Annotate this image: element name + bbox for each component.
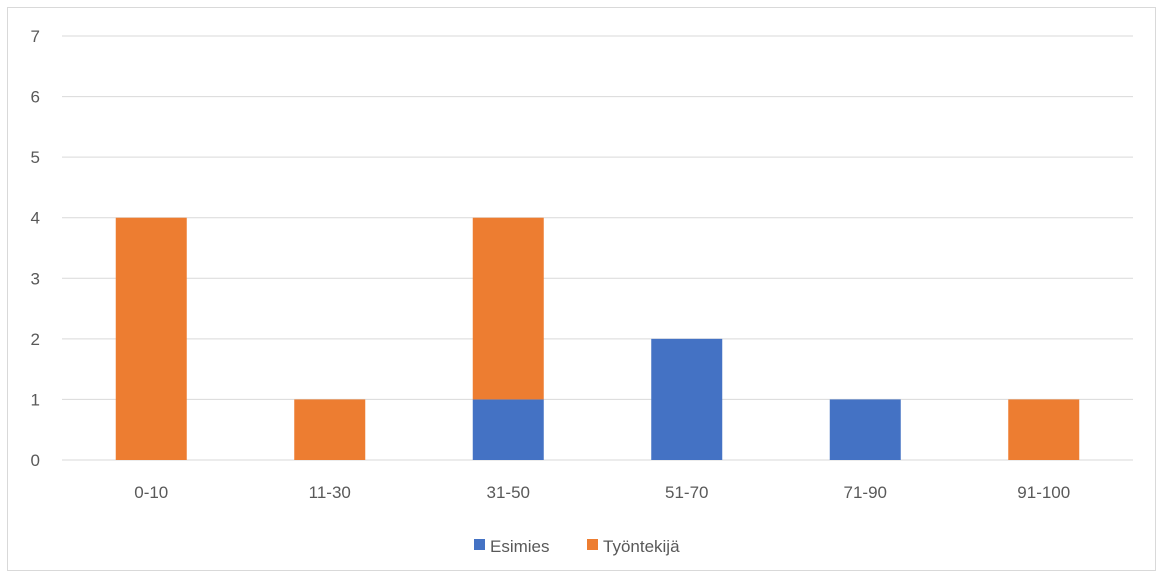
legend-label: Esimies (490, 537, 550, 556)
x-tick-label: 71-90 (844, 483, 887, 502)
y-tick-label: 3 (31, 269, 40, 288)
bar-työntekijä-31-50 (472, 217, 544, 400)
x-tick-label: 91-100 (1017, 483, 1070, 502)
legend-label: Työntekijä (603, 537, 680, 556)
x-tick-label: 0-10 (134, 483, 168, 502)
bar-työntekijä-0-10 (115, 217, 187, 460)
y-tick-label: 5 (31, 148, 40, 167)
x-tick-label: 11-30 (309, 483, 351, 502)
y-tick-label: 0 (31, 451, 40, 470)
bar-työntekijä-91-100 (1008, 399, 1080, 460)
bars (115, 217, 1080, 460)
gridlines (62, 35, 1133, 461)
x-axis-tick-labels: 0-10 11-30 31-50 51-70 71-90 91-100 (134, 483, 1070, 502)
legend: Esimies Työntekijä (474, 537, 680, 556)
chart-area (7, 7, 1156, 571)
legend-swatch (474, 539, 485, 550)
bar-esimies-31-50 (472, 399, 544, 460)
y-axis-tick-labels: 0 1 2 3 4 5 6 7 (31, 27, 40, 470)
y-tick-label: 2 (31, 330, 40, 349)
y-tick-label: 7 (31, 27, 40, 46)
y-tick-label: 1 (31, 390, 40, 409)
x-tick-label: 31-50 (487, 483, 530, 502)
bar-työntekijä-11-30 (294, 399, 366, 460)
bar-esimies-51-70 (651, 338, 723, 460)
y-tick-label: 6 (31, 88, 40, 107)
bar-esimies-71-90 (829, 399, 901, 460)
y-tick-label: 4 (31, 209, 40, 228)
legend-swatch (587, 539, 598, 550)
x-tick-label: 51-70 (665, 483, 708, 502)
